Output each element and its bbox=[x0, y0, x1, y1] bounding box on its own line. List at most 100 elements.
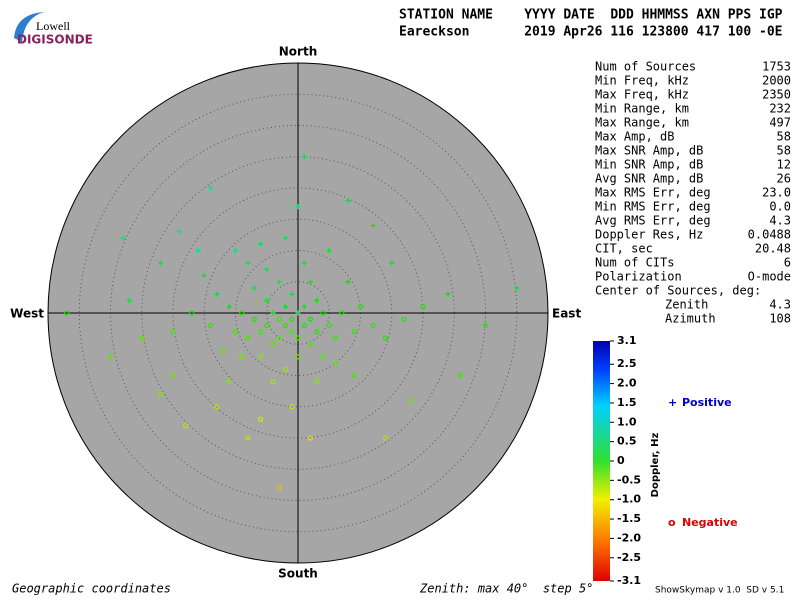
source-positive bbox=[264, 266, 270, 272]
stat-value: 1753 bbox=[762, 60, 791, 74]
center-label: Azimuth bbox=[665, 312, 716, 326]
colorbar-tick-label: -1.5 bbox=[617, 512, 641, 525]
stat-label: Min Range, km bbox=[595, 102, 689, 116]
source-negative bbox=[170, 329, 176, 335]
source-positive bbox=[301, 154, 307, 160]
source-positive bbox=[176, 229, 182, 235]
source-negative bbox=[226, 379, 232, 385]
source-positive bbox=[326, 248, 332, 253]
source-negative bbox=[276, 316, 282, 322]
source-positive bbox=[308, 279, 313, 285]
source-positive bbox=[301, 304, 307, 310]
source-positive bbox=[195, 248, 201, 253]
stat-label: Polarization bbox=[595, 270, 682, 284]
east-label: East bbox=[552, 307, 581, 321]
source-positive bbox=[389, 260, 395, 266]
stat-value: 0.0488 bbox=[748, 228, 791, 242]
stat-value: 58 bbox=[777, 144, 791, 158]
stat-value: 26 bbox=[777, 172, 791, 186]
source-positive bbox=[126, 298, 132, 303]
source-negative bbox=[257, 329, 264, 335]
source-negative bbox=[370, 322, 376, 329]
source-negative bbox=[382, 435, 389, 441]
header-values: Eareckson 2019 Apr26 116 123800 417 100 … bbox=[399, 25, 783, 40]
colorbar-tick-label: 2.5 bbox=[617, 357, 637, 370]
source-positive bbox=[251, 285, 257, 291]
footer-middle: Zenith: max 40° step 5° bbox=[419, 582, 593, 596]
stat-label: Doppler Res, Hz bbox=[595, 228, 703, 242]
source-negative bbox=[289, 404, 295, 410]
center-value: 108 bbox=[769, 312, 791, 326]
source-positive bbox=[276, 279, 282, 285]
colorbar-tick-label: -1.0 bbox=[617, 493, 641, 506]
colorbar-tick-label: -2.0 bbox=[617, 531, 641, 544]
source-negative bbox=[276, 485, 282, 491]
legend-symbol: o bbox=[668, 516, 676, 529]
source-positive bbox=[214, 291, 220, 297]
source-positive bbox=[283, 235, 288, 241]
footer-right: ShowSkymap v 1.0 SD v 5.1 bbox=[655, 586, 784, 596]
source-negative bbox=[264, 322, 270, 329]
source-negative bbox=[295, 335, 301, 341]
source-negative bbox=[245, 335, 251, 341]
center-label: Zenith bbox=[665, 298, 708, 312]
stat-label: Min RMS Err, deg bbox=[595, 200, 711, 214]
source-negative bbox=[170, 372, 176, 379]
source-negative bbox=[482, 322, 489, 329]
source-negative bbox=[139, 335, 145, 341]
source-positive bbox=[270, 310, 276, 316]
source-negative bbox=[401, 316, 407, 322]
source-negative bbox=[232, 329, 239, 335]
source-negative bbox=[239, 310, 245, 316]
source-negative bbox=[270, 341, 276, 347]
source-negative bbox=[351, 372, 357, 379]
source-negative bbox=[282, 322, 289, 329]
source-negative bbox=[289, 316, 295, 322]
colorbar-tick-label: 3.1 bbox=[617, 334, 637, 347]
source-negative bbox=[182, 422, 189, 429]
source-positive bbox=[295, 204, 301, 210]
source-positive bbox=[264, 298, 270, 303]
colorbar-tick-label: -0.5 bbox=[617, 473, 641, 486]
source-negative bbox=[282, 366, 289, 372]
source-negative bbox=[307, 341, 314, 347]
source-negative bbox=[207, 322, 214, 329]
stat-value: 4.3 bbox=[769, 214, 791, 228]
stat-label: CIT, sec bbox=[595, 242, 653, 256]
stat-value: O-mode bbox=[748, 270, 791, 284]
source-positive bbox=[314, 298, 320, 303]
source-negative bbox=[326, 322, 332, 329]
source-positive bbox=[208, 185, 213, 191]
source-positive bbox=[514, 285, 520, 291]
source-negative bbox=[357, 304, 364, 310]
source-negative bbox=[257, 416, 264, 422]
source-negative bbox=[270, 379, 276, 385]
colorbar-tick-label: 1.5 bbox=[617, 396, 637, 409]
source-negative bbox=[314, 379, 320, 385]
north-label: North bbox=[279, 45, 317, 59]
source-negative bbox=[239, 354, 245, 360]
stat-value: 6 bbox=[784, 256, 791, 270]
source-positive bbox=[233, 248, 238, 253]
source-negative bbox=[289, 329, 295, 335]
source-positive bbox=[301, 260, 307, 266]
stat-value: 0.0 bbox=[769, 200, 791, 214]
source-negative bbox=[314, 329, 320, 335]
source-negative bbox=[251, 316, 257, 322]
stat-value: 23.0 bbox=[762, 186, 791, 200]
stat-label: Avg SNR Amp, dB bbox=[595, 172, 703, 186]
stat-label: Max SNR Amp, dB bbox=[595, 144, 703, 158]
source-negative bbox=[307, 435, 314, 441]
header-labels: STATION NAME YYYY DATE DDD HHMMSS AXN PP… bbox=[399, 8, 783, 23]
source-positive bbox=[226, 304, 232, 310]
stat-label: Max Freq, kHz bbox=[595, 88, 689, 102]
colorbar-tick-label: 0.5 bbox=[617, 435, 637, 448]
footer-left: Geographic coordinates bbox=[12, 582, 171, 596]
legend-label: Negative bbox=[682, 516, 738, 529]
stat-label: Avg RMS Err, deg bbox=[595, 214, 711, 228]
source-negative bbox=[220, 347, 226, 354]
west-label: West bbox=[10, 307, 44, 321]
source-positive bbox=[445, 291, 451, 297]
source-positive bbox=[283, 304, 288, 310]
